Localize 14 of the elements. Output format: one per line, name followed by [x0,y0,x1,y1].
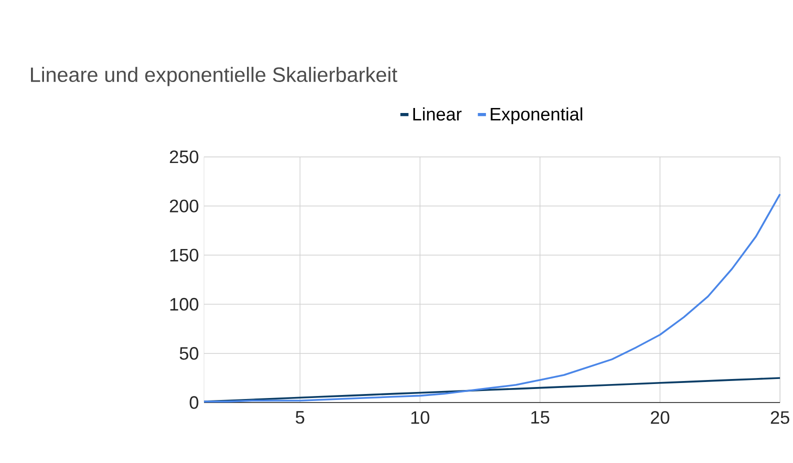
y-tick-label: 150 [170,248,198,262]
y-tick-label: 250 [170,150,198,163]
x-tick-label: 20 [650,410,670,424]
x-tick-label: 25 [770,410,790,424]
y-tick-label: 200 [170,199,198,212]
x-tick-label: 15 [531,410,550,424]
chart-title: Lineare und exponentielle Skalierbarkeit [30,66,398,86]
y-tick-label: 50 [180,346,198,360]
x-tick-label: 10 [411,410,430,424]
x-tick-label: 5 [296,410,304,424]
y-tick-label: 0 [190,396,198,409]
y-tick-label: 100 [170,298,198,310]
legend-label: Exponential [490,107,582,124]
legend-label: Linear [413,107,462,120]
